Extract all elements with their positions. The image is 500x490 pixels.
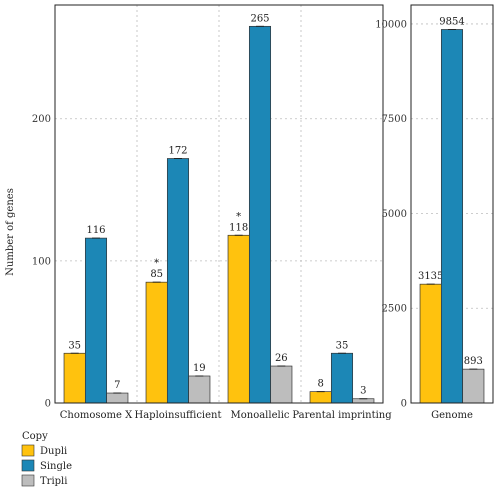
x-tick-label-monoallelic: Monoallelic bbox=[231, 410, 290, 421]
y-axis-title: Number of genes bbox=[5, 188, 16, 276]
x-tick-label-parental-imprinting: Parental imprinting bbox=[292, 410, 392, 421]
bar-parental-imprinting-single bbox=[330, 352, 354, 404]
right-panel-y-tick-label: 5000 bbox=[382, 209, 407, 220]
value-label-monoallelic-dupli: 118 bbox=[229, 222, 248, 233]
x-tick-label-chomosome-x: Chomosome X bbox=[60, 410, 133, 421]
bar-haploinsufficient-single bbox=[166, 158, 190, 404]
bar-haploinsufficient-dupli bbox=[145, 281, 168, 404]
value-label-haploinsufficient-single: 172 bbox=[168, 146, 187, 157]
legend-label-dupli: Dupli bbox=[40, 446, 67, 457]
right-panel-frame bbox=[410, 4, 494, 404]
value-label-haploinsufficient-tripli: 19 bbox=[193, 363, 206, 374]
value-label-genome-single: 9854 bbox=[439, 16, 464, 27]
bar-genome-single bbox=[440, 29, 464, 404]
value-label-parental-imprinting-single: 35 bbox=[336, 340, 349, 351]
legend-swatch-tripli bbox=[21, 474, 35, 487]
value-label-chomosome-x-dupli: 35 bbox=[68, 340, 81, 351]
bar-genome-tripli bbox=[462, 368, 485, 404]
left-panel-frame bbox=[54, 4, 384, 404]
x-tick-label-haploinsufficient: Haploinsufficient bbox=[135, 410, 222, 421]
significance-marker-haploinsufficient: * bbox=[154, 258, 159, 269]
legend: Copy Dupli Single Tripli bbox=[21, 431, 72, 487]
value-label-genome-dupli: 3135 bbox=[418, 271, 443, 282]
legend-label-single: Single bbox=[40, 461, 72, 472]
legend-swatch-single bbox=[21, 459, 35, 472]
left-panel-y-tick-label: 100 bbox=[32, 256, 51, 267]
value-label-genome-tripli: 893 bbox=[464, 356, 483, 367]
right-panel-y-tick-label: 0 bbox=[401, 399, 407, 410]
left-panel-y-tick-label: 0 bbox=[45, 399, 51, 410]
value-label-parental-imprinting-dupli: 8 bbox=[317, 379, 323, 390]
legend-swatch-dupli bbox=[21, 444, 35, 457]
bar-parental-imprinting-dupli bbox=[309, 391, 332, 404]
value-label-chomosome-x-single: 116 bbox=[86, 225, 105, 236]
bar-chomosome-x-dupli bbox=[63, 352, 86, 404]
bar-chomosome-x-single bbox=[84, 237, 108, 404]
bar-monoallelic-single bbox=[248, 25, 272, 404]
bar-haploinsufficient-tripli bbox=[188, 375, 211, 404]
legend-label-tripli: Tripli bbox=[40, 476, 67, 487]
left-panel-y-tick-label: 200 bbox=[32, 114, 51, 125]
value-label-monoallelic-tripli: 26 bbox=[275, 353, 288, 364]
value-label-chomosome-x-tripli: 7 bbox=[114, 380, 120, 391]
value-label-parental-imprinting-tripli: 3 bbox=[360, 386, 366, 397]
bar-genome-dupli bbox=[419, 283, 442, 404]
right-panel-y-tick-label: 10000 bbox=[375, 19, 407, 30]
right-panel-y-tick-label: 7500 bbox=[382, 114, 407, 125]
bar-parental-imprinting-tripli bbox=[352, 398, 375, 404]
x-tick-label-genome: Genome bbox=[431, 410, 473, 421]
legend-title: Copy bbox=[22, 431, 48, 442]
significance-marker-monoallelic: * bbox=[236, 211, 241, 222]
right-panel: 0 2500 5000 7500 10000 3135 9854 893 Genome bbox=[375, 4, 494, 421]
right-panel-y-tick-label: 2500 bbox=[382, 304, 407, 315]
value-label-haploinsufficient-dupli: 85 bbox=[150, 269, 163, 280]
bar-monoallelic-tripli bbox=[270, 365, 293, 404]
value-label-monoallelic-single: 265 bbox=[250, 13, 269, 24]
bar-monoallelic-dupli bbox=[227, 234, 250, 404]
bar-chomosome-x-tripli bbox=[106, 392, 129, 404]
